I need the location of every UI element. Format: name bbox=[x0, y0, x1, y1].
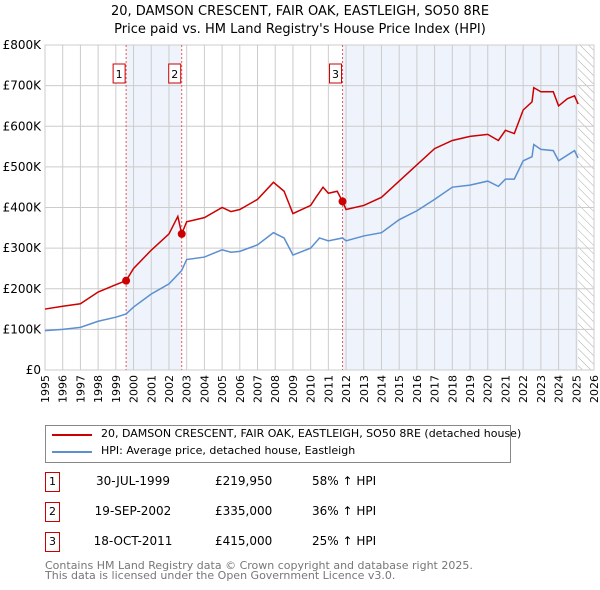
sale-number-badge: 2 bbox=[45, 502, 60, 522]
chart-subtitle: Price paid vs. HM Land Registry's House … bbox=[114, 22, 486, 37]
sale-hpi-diff: 25% ↑ HPI bbox=[312, 534, 377, 548]
sale-number-badge: 1 bbox=[45, 472, 60, 492]
x-tick-label: 2014 bbox=[375, 375, 388, 403]
x-tick-label: 2025 bbox=[570, 375, 583, 403]
x-tick-label: 1995 bbox=[39, 375, 52, 403]
x-tick-label: 1998 bbox=[92, 375, 105, 403]
hpi-line bbox=[44, 143, 579, 332]
legend-swatch-property bbox=[52, 434, 92, 436]
legend-label-property: 20, DAMSON CRESCENT, FAIR OAK, EASTLEIGH… bbox=[101, 427, 522, 440]
x-tick-label: 2010 bbox=[305, 375, 318, 403]
sale-number-badge: 3 bbox=[45, 532, 60, 552]
x-tick-label: 2012 bbox=[340, 375, 353, 403]
x-tick-label: 2023 bbox=[535, 375, 548, 403]
sale-point bbox=[122, 276, 131, 285]
sale-date: 19-SEP-2002 bbox=[94, 504, 172, 518]
x-tick-label: 2021 bbox=[499, 375, 512, 403]
x-tick-label: 2000 bbox=[128, 375, 141, 403]
x-tick-label: 2026 bbox=[588, 375, 600, 403]
sale-marker-number: 2 bbox=[171, 68, 178, 81]
x-tick-label: 2011 bbox=[322, 375, 335, 403]
x-tick-label: 2013 bbox=[358, 375, 371, 403]
y-tick-label: £200K bbox=[3, 282, 43, 296]
x-tick-label: 2007 bbox=[252, 375, 265, 403]
x-tick-label: 2001 bbox=[145, 375, 158, 403]
y-tick-label: £500K bbox=[3, 160, 43, 174]
x-tick-label: 2024 bbox=[553, 375, 566, 403]
sale-point bbox=[177, 229, 186, 238]
sale-hpi-diff: 36% ↑ HPI bbox=[312, 504, 377, 518]
y-tick-label: £600K bbox=[3, 119, 43, 133]
x-tick-label: 2022 bbox=[517, 375, 530, 403]
x-tick-label: 2016 bbox=[411, 375, 424, 403]
legend: 20, DAMSON CRESCENT, FAIR OAK, EASTLEIGH… bbox=[45, 425, 521, 463]
x-tick-label: 1999 bbox=[110, 375, 123, 403]
x-tick-label: 2019 bbox=[464, 375, 477, 403]
x-tick-label: 2006 bbox=[234, 375, 247, 403]
x-tick-label: 2020 bbox=[482, 375, 495, 403]
x-tick-label: 2015 bbox=[393, 375, 406, 403]
price-chart: 1995 1996 1997 1998 1999 2000 2001 2002 2003 2004… bbox=[3, 38, 600, 403]
x-tick-label: 1997 bbox=[74, 375, 87, 403]
y-tick-label: £800K bbox=[3, 38, 43, 52]
x-tick-label: 2003 bbox=[181, 375, 194, 403]
x-tick-label: 2017 bbox=[429, 375, 442, 403]
footer-line-2: This data is licensed under the Open Gov… bbox=[45, 569, 396, 582]
legend-swatch-hpi bbox=[52, 451, 92, 453]
x-tick-label: 2005 bbox=[216, 375, 229, 403]
sale-point bbox=[338, 197, 347, 206]
sale-date: 30-JUL-1999 bbox=[96, 474, 170, 488]
y-tick-label: £100K bbox=[3, 322, 43, 336]
y-tick-label: £0 bbox=[26, 363, 41, 377]
x-tick-label: 2018 bbox=[446, 375, 459, 403]
x-tick-label: 2008 bbox=[269, 375, 282, 403]
sale-hpi-diff: 58% ↑ HPI bbox=[312, 474, 377, 488]
sale-price: £335,000 bbox=[215, 504, 273, 518]
plot-frame bbox=[44, 44, 595, 371]
sale-marker-box bbox=[112, 63, 126, 84]
sale-marker-box bbox=[168, 63, 182, 84]
chart-title: 20, DAMSON CRESCENT, FAIR OAK, EASTLEIGH… bbox=[110, 4, 490, 19]
y-tick-label: £300K bbox=[3, 241, 43, 255]
sale-marker-box bbox=[329, 63, 343, 84]
y-tick-label: £700K bbox=[3, 79, 43, 93]
sale-price: £415,000 bbox=[215, 534, 273, 548]
sale-date: 18-OCT-2011 bbox=[93, 534, 173, 548]
sale-marker-number: 3 bbox=[332, 68, 339, 81]
x-tick-label: 2002 bbox=[163, 375, 176, 403]
sale-price: £219,950 bbox=[215, 474, 273, 488]
legend-label-hpi: HPI: Average price, detached house, East… bbox=[101, 444, 356, 457]
y-tick-label: £400K bbox=[3, 201, 43, 215]
x-tick-label: 2004 bbox=[198, 375, 211, 403]
property-price-line bbox=[44, 86, 579, 310]
x-tick-label: 2009 bbox=[287, 375, 300, 403]
footer-line-1: Contains HM Land Registry data © Crown c… bbox=[45, 559, 473, 572]
x-tick-label: 1996 bbox=[57, 375, 70, 403]
sale-marker-number: 1 bbox=[116, 68, 123, 81]
